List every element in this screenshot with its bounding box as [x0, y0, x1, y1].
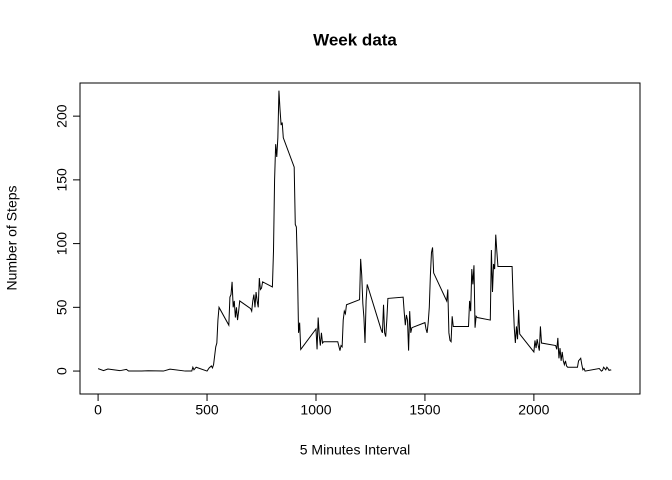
data-line	[97, 90, 612, 372]
y-tick-label: 200	[54, 104, 70, 128]
x-axis-label: 5 Minutes Interval	[300, 442, 411, 458]
x-tick-label: 1000	[300, 402, 331, 418]
x-tick-label: 2000	[518, 402, 549, 418]
y-axis-label: Number of Steps	[4, 185, 20, 290]
x-tick-label: 0	[94, 402, 102, 418]
chart-title: Week data	[313, 30, 397, 49]
y-tick-label: 100	[54, 232, 70, 256]
y-tick-label: 0	[54, 367, 70, 375]
x-tick-label: 500	[195, 402, 219, 418]
x-tick-label: 1500	[409, 402, 440, 418]
y-tick-label: 150	[54, 168, 70, 192]
y-tick-label: 50	[54, 299, 70, 315]
plot-frame	[79, 82, 641, 395]
